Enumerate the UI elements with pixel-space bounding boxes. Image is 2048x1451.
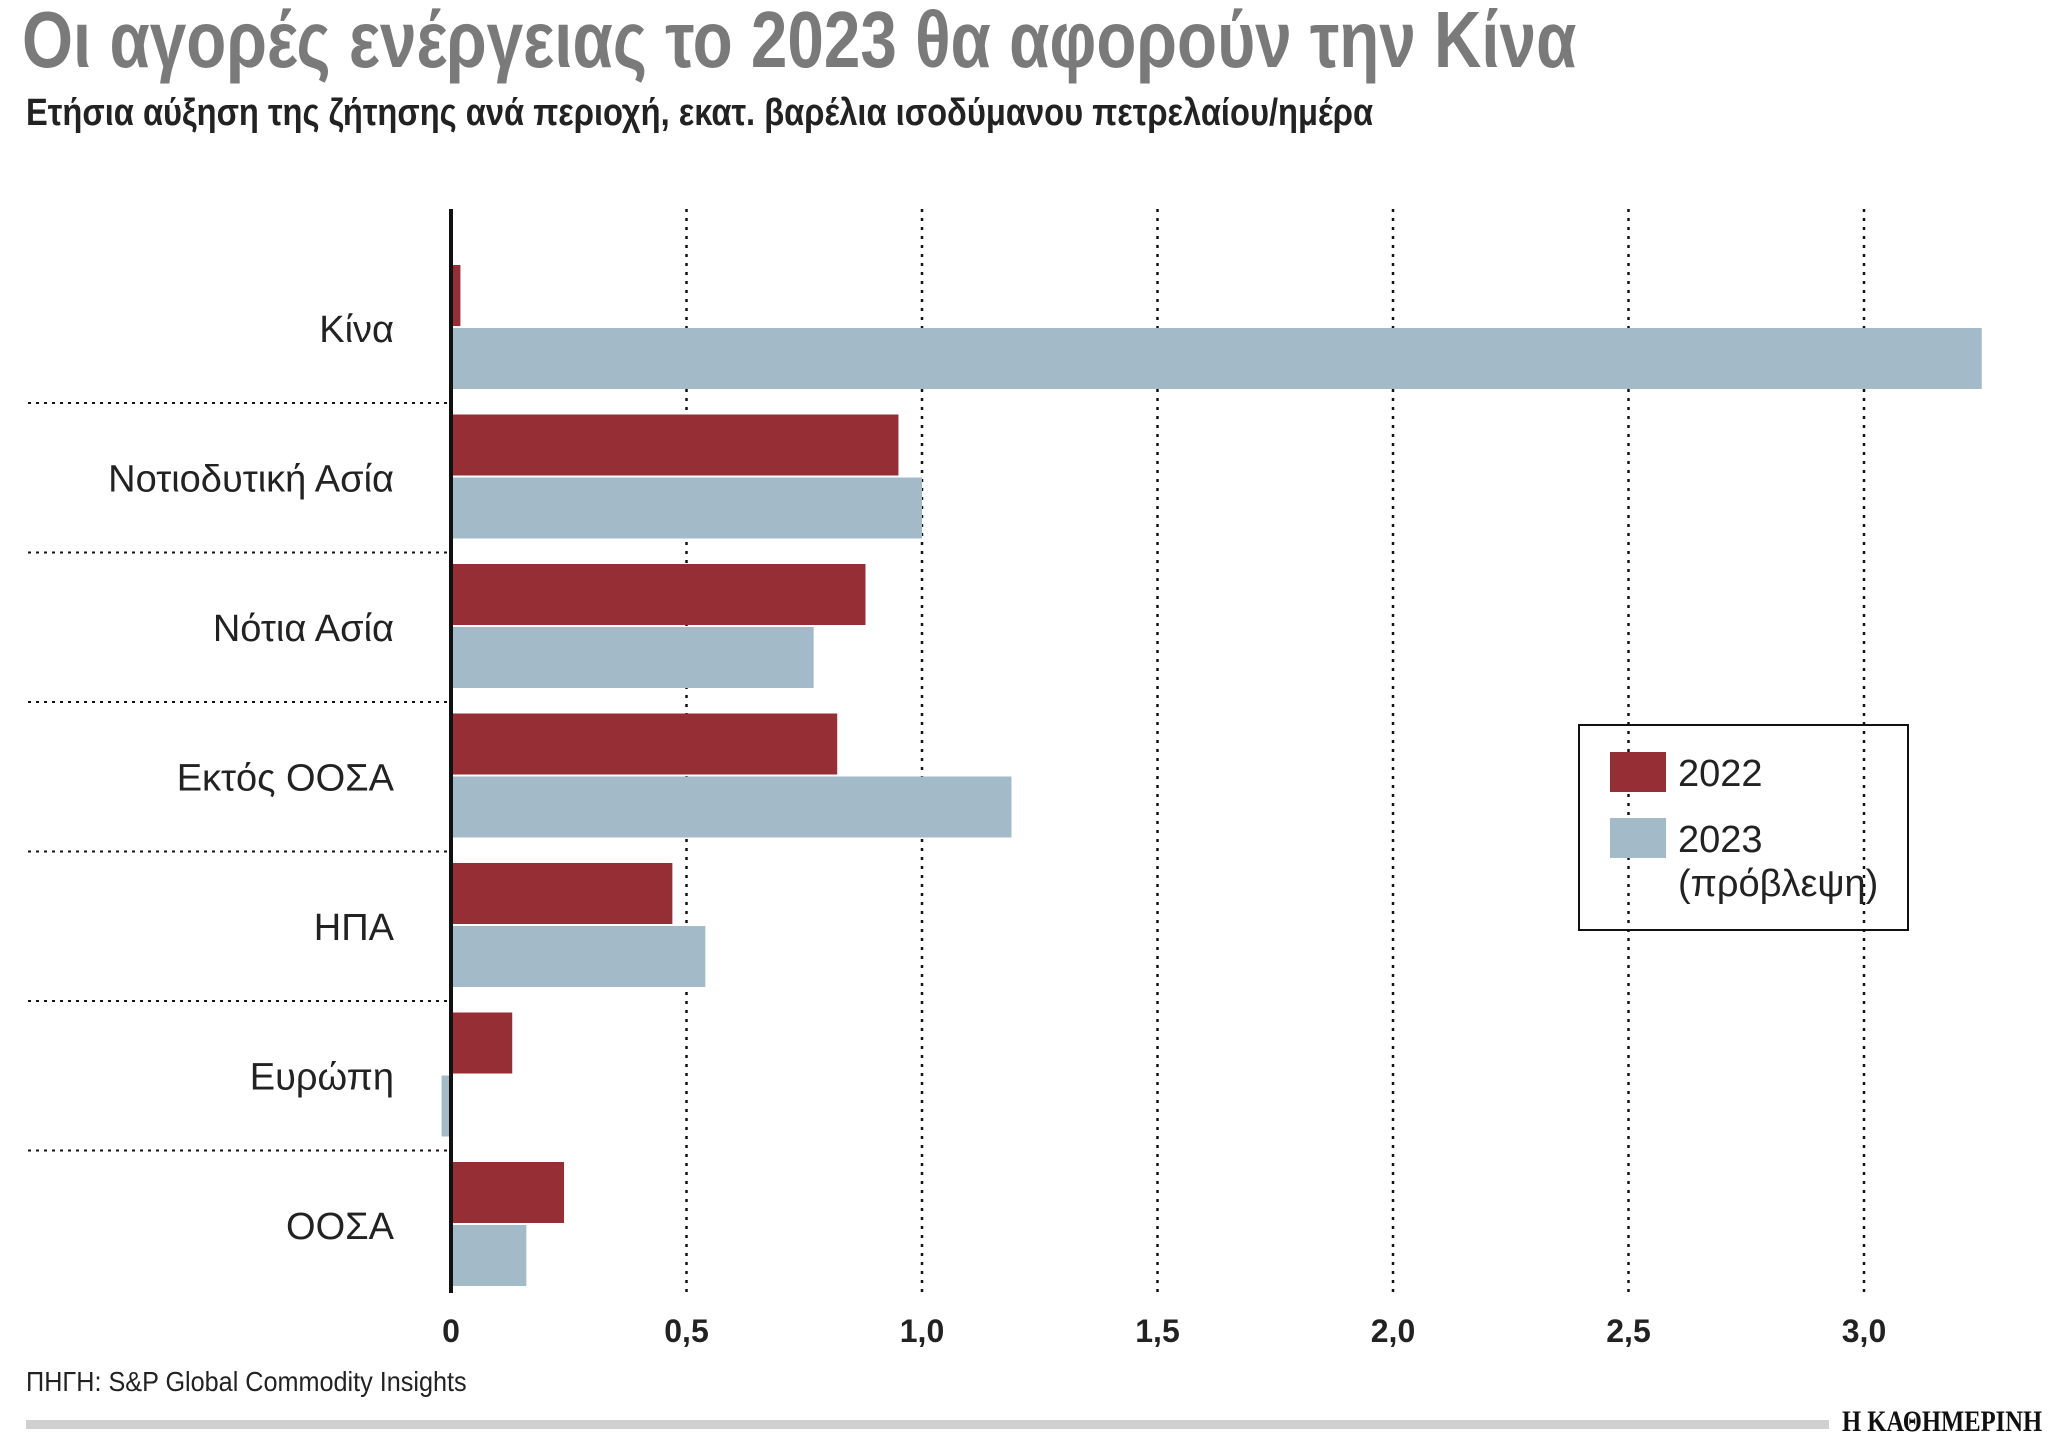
legend: 2022 2023 (πρόβλεψη) (1578, 724, 1909, 931)
bar-2022 (451, 414, 899, 476)
category-label: ΟΟΣΑ (286, 1206, 395, 1248)
x-tick-label: 0 (442, 1313, 460, 1349)
legend-item-2022: 2022 (1610, 752, 1763, 796)
legend-swatch (1610, 752, 1666, 792)
legend-swatch (1610, 818, 1666, 858)
legend-label: 2023 (πρόβλεψη) (1678, 819, 1879, 905)
chart-title: Οι αγορές ενέργειας το 2023 θα αφορούν τ… (22, 0, 1577, 84)
x-tick-label: 1,0 (900, 1313, 944, 1349)
publisher-logo: Η ΚΑΘΗΜΕΡΙΝΗ (1842, 1405, 2043, 1438)
bar-2022 (451, 863, 673, 924)
x-tick-label: 2,5 (1606, 1313, 1650, 1349)
category-label: Εκτός ΟΟΣΑ (177, 758, 395, 800)
footer-divider (26, 1420, 1829, 1429)
bar-2023 (451, 627, 814, 688)
x-tick-label: 0,5 (664, 1313, 708, 1349)
category-label: Νότια Ασία (213, 608, 394, 650)
bar-2023 (451, 776, 1012, 838)
bar-2022 (451, 564, 866, 625)
bar-2023 (451, 1225, 527, 1286)
bar-2022 (451, 1012, 513, 1074)
bar-2023 (451, 926, 706, 987)
bar-2023 (451, 328, 1982, 389)
category-label: ΗΠΑ (314, 907, 395, 949)
bar-2022 (451, 713, 838, 775)
chart-subtitle: Ετήσια αύξηση της ζήτησης ανά περιοχή, ε… (26, 92, 1374, 134)
bar-2022 (451, 265, 461, 326)
category-label: Κίνα (319, 309, 394, 351)
bar-2022 (451, 1162, 565, 1223)
x-tick-label: 2,0 (1371, 1313, 1415, 1349)
legend-label: 2022 (1678, 753, 1763, 795)
x-tick-label: 3,0 (1842, 1313, 1886, 1349)
bar-2023 (451, 477, 922, 539)
x-tick-label: 1,5 (1135, 1313, 1179, 1349)
legend-item-2023: 2023 (πρόβλεψη) (1610, 818, 1878, 906)
category-label: Νοτιοδυτική Ασία (108, 459, 394, 501)
source-note: ΠΗΓΗ: S&P Global Commodity Insights (26, 1366, 467, 1397)
bar-2023 (441, 1075, 451, 1137)
category-label: Ευρώπη (250, 1057, 394, 1099)
